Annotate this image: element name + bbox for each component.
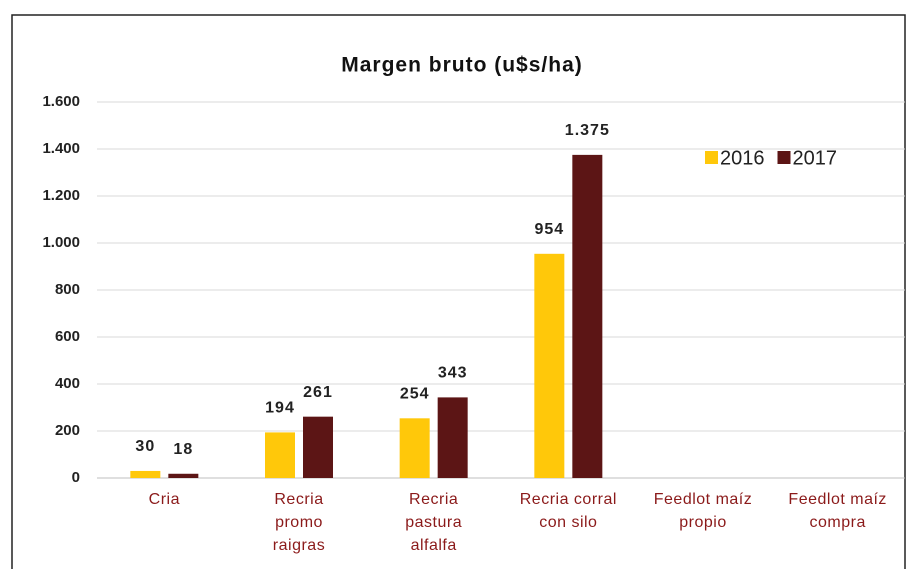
y-tick-label: 0 bbox=[72, 469, 80, 486]
bar bbox=[572, 154, 603, 478]
x-tick-label: Recria promo raigras bbox=[273, 491, 325, 554]
y-tick-label: 1.200 bbox=[42, 187, 80, 204]
data-label: 1.375 bbox=[565, 122, 610, 139]
data-label: 194 bbox=[265, 400, 295, 417]
chart-frame bbox=[11, 14, 906, 569]
bar bbox=[303, 416, 333, 478]
data-label: 254 bbox=[400, 386, 430, 403]
y-tick-label: 600 bbox=[55, 328, 80, 345]
legend-swatch bbox=[777, 151, 791, 164]
chart-title: Margen bruto (u$s/ha) bbox=[341, 54, 583, 77]
bar bbox=[265, 432, 295, 478]
y-tick-label: 1.400 bbox=[42, 140, 80, 157]
legend-label: 2016 bbox=[720, 147, 765, 169]
x-tick-label: Feedlot maíz compra bbox=[788, 491, 886, 531]
bar bbox=[168, 473, 199, 478]
bar bbox=[130, 470, 161, 478]
y-tick-label: 800 bbox=[55, 281, 80, 298]
x-tick-label: Recria pastura alfalfa bbox=[405, 491, 462, 554]
legend-label: 2017 bbox=[793, 147, 838, 169]
y-tick-label: 1.600 bbox=[42, 93, 80, 110]
bar bbox=[534, 253, 565, 478]
data-label: 343 bbox=[438, 365, 468, 382]
data-label: 954 bbox=[534, 221, 564, 238]
legend-swatch bbox=[705, 151, 718, 164]
bar bbox=[399, 418, 430, 478]
y-tick-label: 200 bbox=[55, 422, 80, 439]
x-tick-label: Feedlot maíz propio bbox=[654, 491, 752, 531]
data-label: 18 bbox=[173, 441, 193, 458]
y-tick-label: 1.000 bbox=[42, 234, 80, 251]
data-label: 261 bbox=[303, 384, 333, 401]
bar bbox=[437, 397, 468, 478]
data-label: 30 bbox=[135, 438, 155, 455]
x-tick-label: Recria corral con silo bbox=[520, 491, 617, 531]
x-tick-label: Cria bbox=[149, 491, 180, 508]
y-tick-label: 400 bbox=[55, 375, 80, 392]
